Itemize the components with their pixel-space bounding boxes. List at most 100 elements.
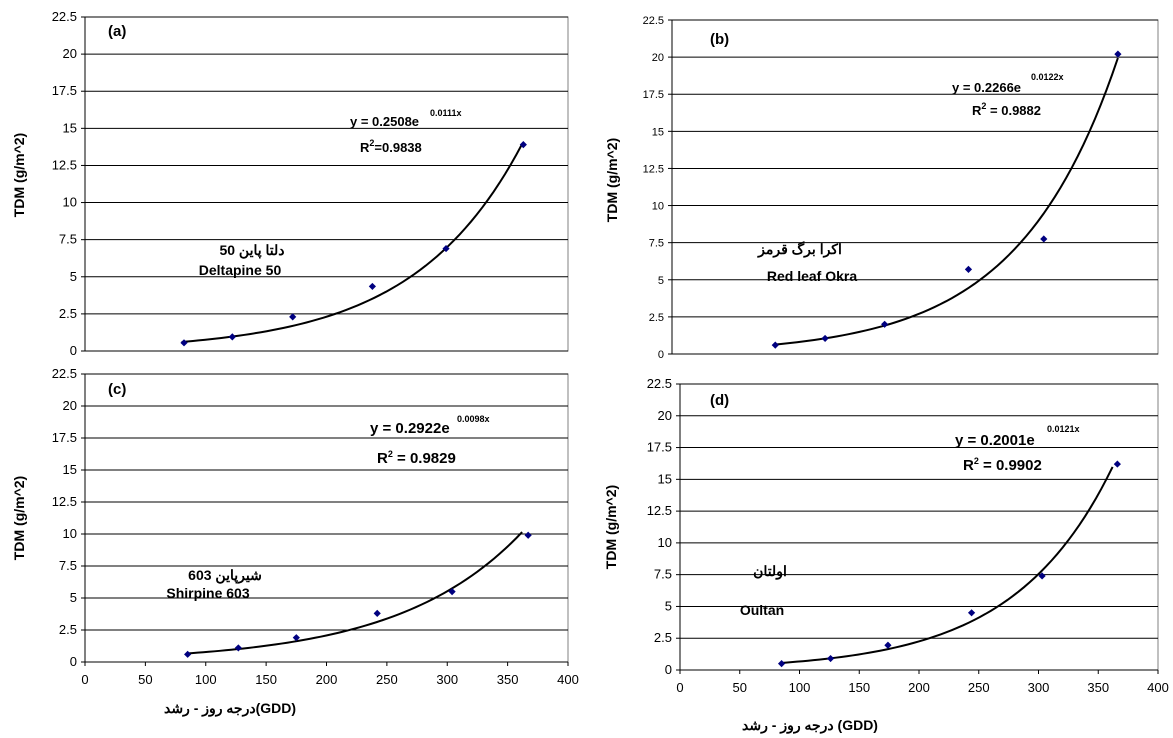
x-tick-label: 200 [908, 680, 930, 695]
cultivar-name-english: Deltapine 50 [199, 262, 282, 278]
trendline-equation: y = 0.2266e [952, 80, 1021, 95]
panel-label: (b) [710, 31, 729, 48]
data-point [881, 320, 889, 328]
x-axis-label: درجه روز - رشد (GDD) [742, 717, 878, 734]
r-squared-superscript: 2 [388, 449, 393, 459]
y-tick-label: 5 [70, 590, 77, 605]
y-tick-label: 5 [70, 269, 77, 284]
data-point [519, 141, 527, 149]
trendline-equation: y = 0.2001e [955, 432, 1035, 449]
r-squared-symbol: R [377, 450, 388, 467]
y-tick-label: 22.5 [647, 376, 672, 391]
y-tick-label: 20 [658, 408, 672, 423]
y-tick-label: 17.5 [52, 430, 77, 445]
y-tick-label: 2.5 [649, 312, 664, 324]
data-point [771, 341, 779, 349]
chart-panel-b: 0 2.5 5 7.5 10 12.5 15 17.5 20 22.5 TDM (g/m^2) (b)… [604, 15, 1159, 361]
panel-label: (d) [710, 392, 729, 409]
y-tick-label: 12.5 [52, 157, 77, 172]
r-squared-superscript: 2 [974, 456, 979, 466]
chart-panel-c: 0 2.5 5 7.5 10 12.5 15 17.5 20 22.5 0 50 100 150 200 25… [11, 366, 579, 717]
x-tick-label: 0 [81, 672, 88, 687]
y-axis-label: TDM (g/m^2) [604, 138, 620, 222]
y-axis-label: TDM (g/m^2) [11, 133, 27, 217]
y-tick-label: 10 [63, 526, 77, 541]
exponential-trendline [186, 531, 523, 655]
x-tick-label: 400 [1147, 680, 1169, 695]
y-tick-label: 15 [63, 120, 77, 135]
y-tick-label: 17.5 [52, 83, 77, 98]
plot-area [679, 383, 1159, 671]
data-point [826, 654, 835, 663]
data-point [1114, 50, 1122, 58]
y-tick-label: 15 [652, 126, 664, 138]
r-squared-number: =0.9838 [374, 140, 421, 155]
y-tick-label: 5 [665, 598, 672, 613]
x-tick-label: 100 [195, 672, 217, 687]
r-squared-symbol: R [360, 140, 370, 155]
r-squared-symbol: R [972, 103, 982, 118]
y-tick-label: 20 [63, 398, 77, 413]
x-tick-label: 300 [436, 672, 458, 687]
x-tick-label: 400 [557, 672, 579, 687]
y-tick-label: 15 [63, 462, 77, 477]
r-squared-symbol: R [963, 457, 974, 474]
y-tick-label: 22.5 [52, 366, 77, 381]
y-tick-label: 7.5 [59, 558, 77, 573]
trendline-equation-exponent: 0.0122x [1031, 72, 1064, 82]
r-squared-number: = 0.9882 [986, 103, 1041, 118]
trendline-equation-exponent: 0.0098x [457, 414, 490, 424]
y-tick-label: 17.5 [647, 440, 672, 455]
y-tick-label: 2.5 [654, 630, 672, 645]
data-point [1038, 572, 1046, 580]
y-tick-label: 10 [652, 201, 664, 213]
data-point [448, 588, 456, 596]
r-squared-value: R2 = 0.9882 [972, 101, 1041, 118]
x-tick-label: 350 [497, 672, 519, 687]
y-tick-label: 20 [63, 46, 77, 61]
exponential-trendline [780, 466, 1114, 664]
y-tick-label: 22.5 [643, 15, 664, 27]
r-squared-value: R2 = 0.9829 [377, 449, 456, 467]
data-point [228, 333, 236, 341]
data-point [524, 531, 532, 539]
y-tick-label: 17.5 [643, 89, 664, 101]
plot-area [671, 19, 1159, 355]
data-point [373, 609, 381, 617]
y-tick-label: 22.5 [52, 9, 77, 24]
y-tick-label: 10 [658, 535, 672, 550]
x-tick-label: 350 [1087, 680, 1109, 695]
y-tick-label: 7.5 [59, 232, 77, 247]
y-tick-label: 20 [652, 52, 664, 64]
y-tick-label: 0 [658, 349, 664, 361]
data-point [442, 244, 450, 253]
y-axis-label: TDM (g/m^2) [603, 485, 619, 569]
x-tick-label: 300 [1028, 680, 1050, 695]
y-tick-label: 12.5 [643, 163, 664, 175]
data-point [292, 634, 300, 642]
plot-area [84, 373, 569, 663]
x-tick-label: 50 [733, 680, 747, 695]
x-tick-label: 200 [316, 672, 338, 687]
data-point [234, 644, 242, 652]
trendline-equation-exponent: 0.0111x [430, 108, 462, 118]
y-axis-label: TDM (g/m^2) [11, 476, 27, 560]
chart-panel-a: 0 2.5 5 7.5 10 12.5 15 17.5 20 22.5 TDM (g/m^2) (a)… [11, 9, 569, 358]
data-point [368, 282, 376, 291]
data-point [289, 313, 297, 321]
cultivar-name-english: Shirpine 603 [166, 585, 249, 601]
panel-label: (c) [108, 381, 126, 398]
y-tick-label: 12.5 [647, 503, 672, 518]
y-tick-label: 0 [70, 654, 77, 669]
y-tick-label: 0 [70, 343, 77, 358]
plot-area [84, 16, 569, 352]
data-point [821, 334, 829, 343]
y-tick-label: 7.5 [649, 238, 664, 250]
y-tick-label: 2.5 [59, 622, 77, 637]
r-squared-superscript: 2 [369, 138, 374, 148]
data-point [884, 641, 892, 649]
data-point [184, 650, 192, 658]
data-point [1040, 235, 1048, 243]
cultivar-name-english: Oultan [740, 602, 784, 618]
